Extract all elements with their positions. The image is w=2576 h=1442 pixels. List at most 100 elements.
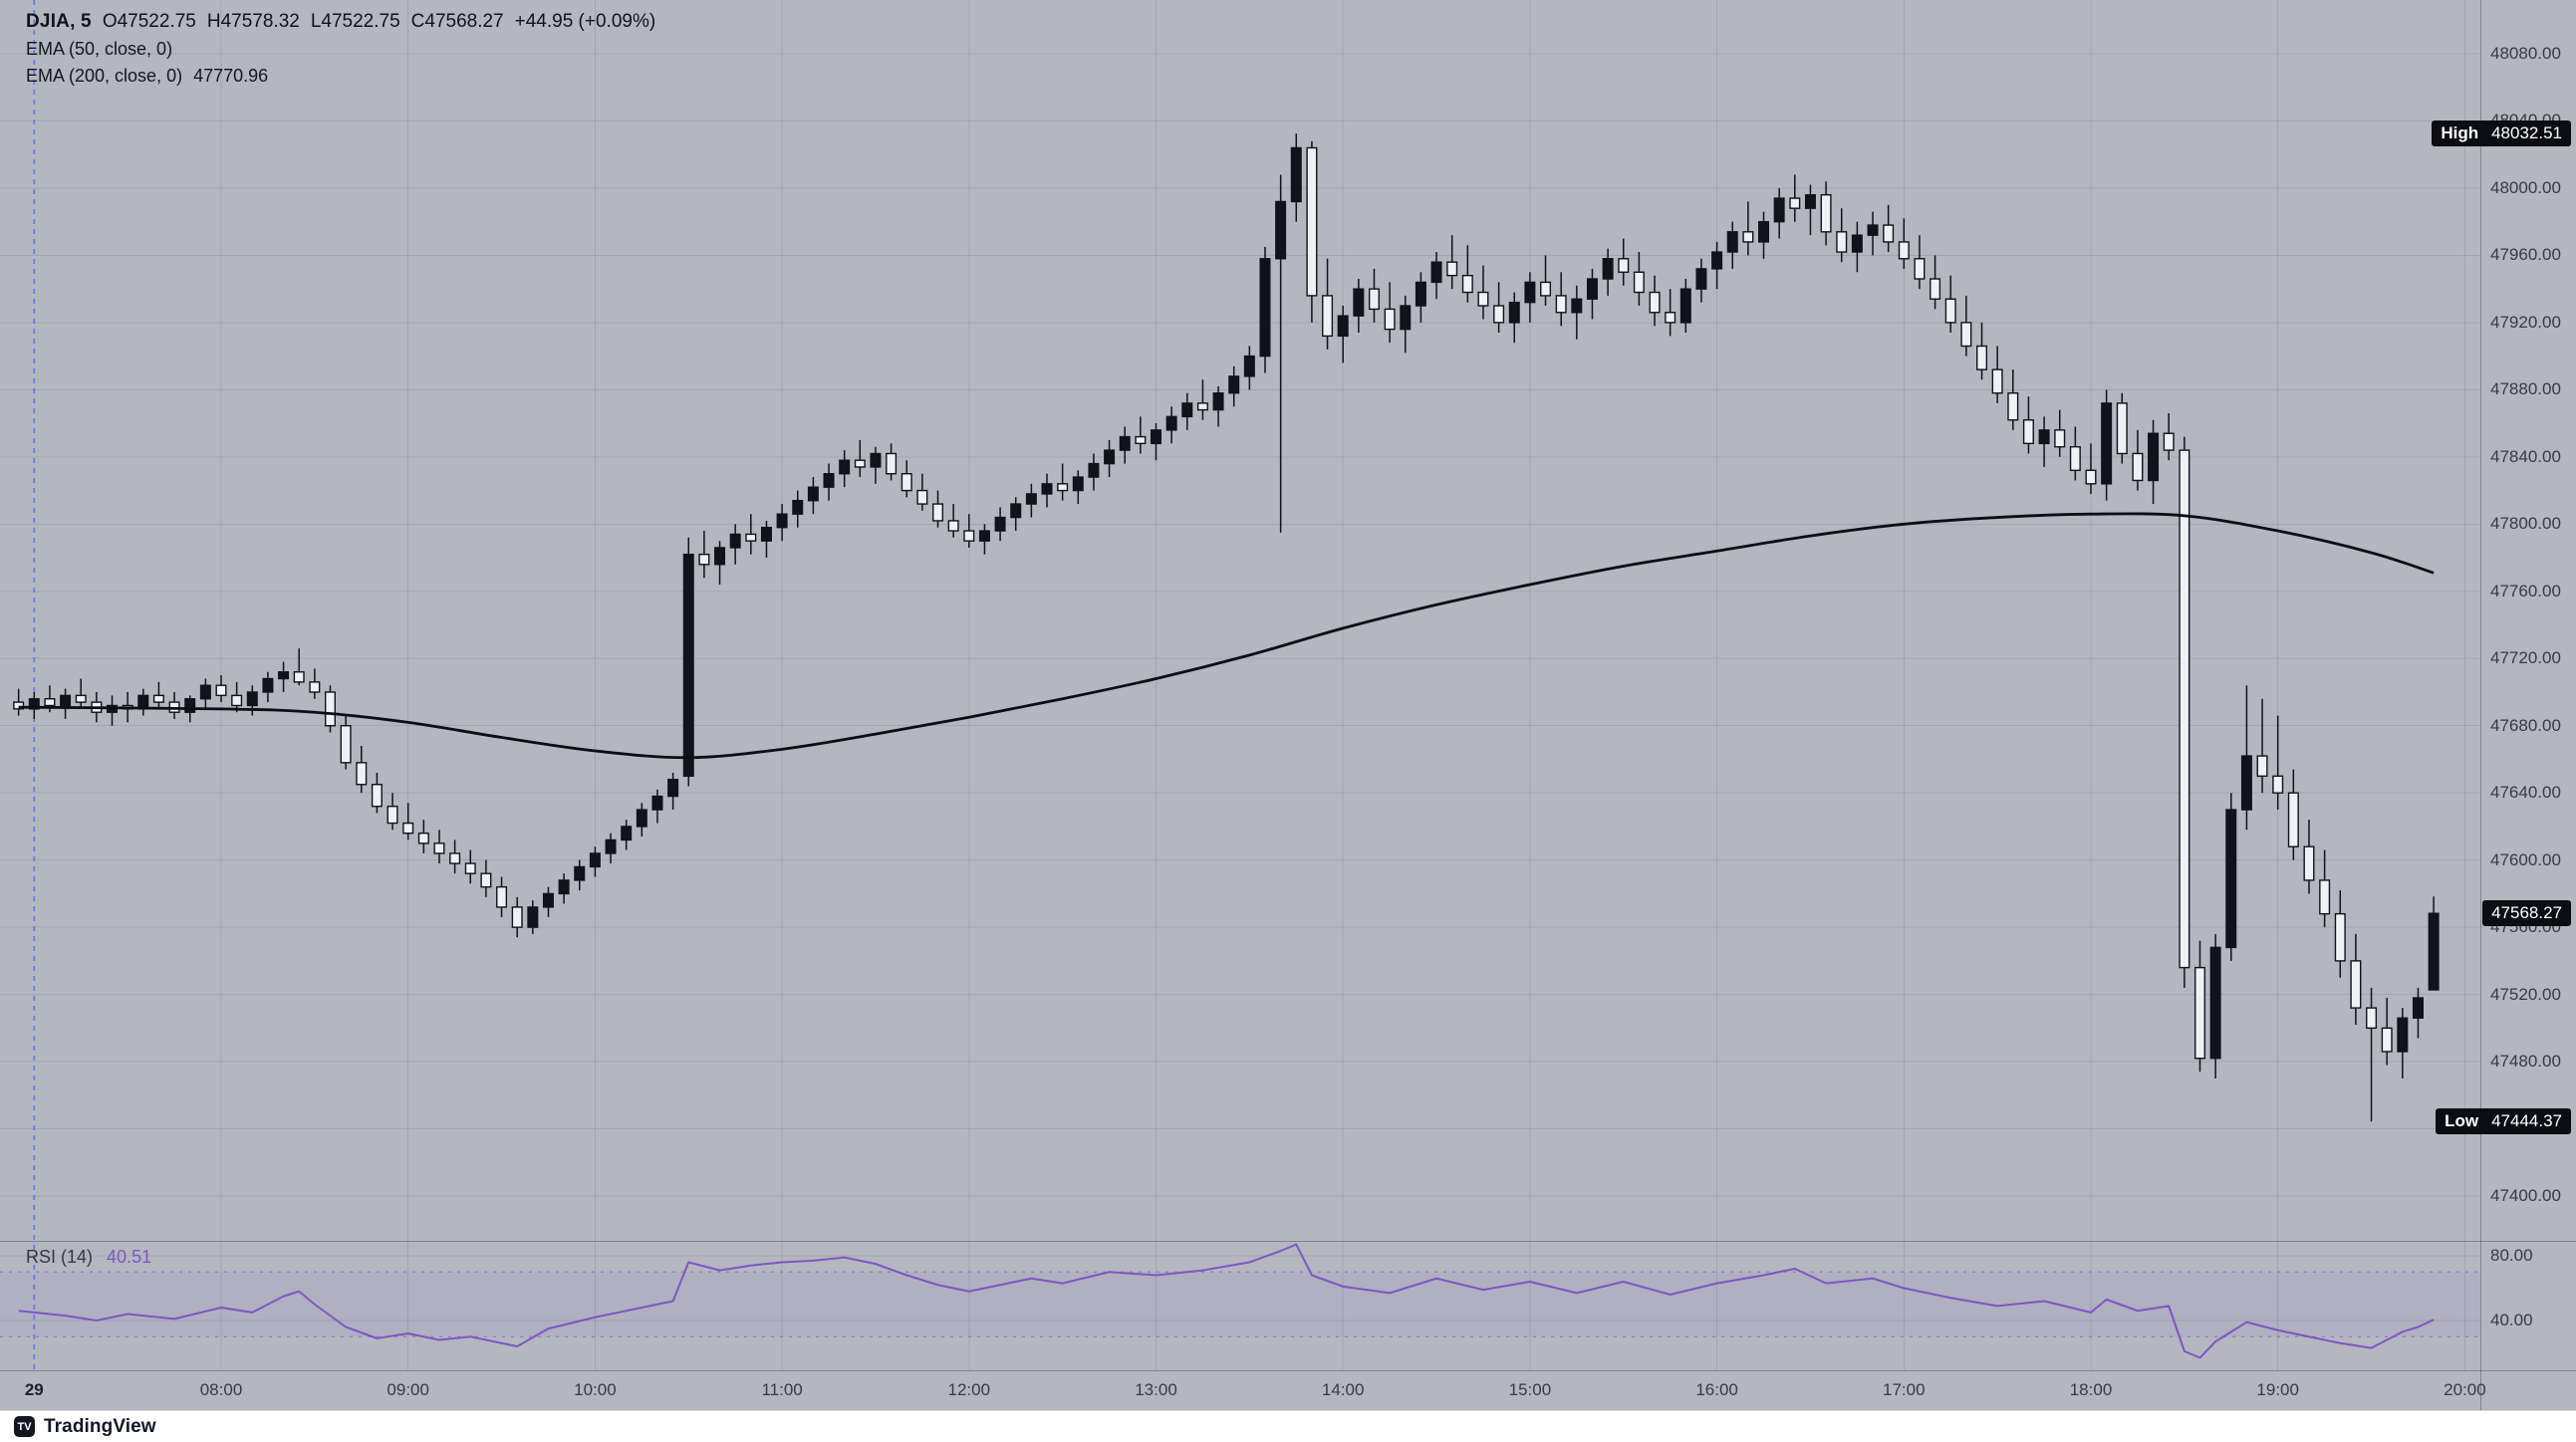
- candle: [1695, 268, 1707, 290]
- candle: [1898, 241, 1910, 260]
- time-tick-date: 29: [24, 1380, 44, 1399]
- bottom-bar: TV TradingView: [0, 1410, 2576, 1442]
- high-badge-value: 48032.51: [2491, 123, 2562, 143]
- candle: [1337, 315, 1349, 338]
- candle: [839, 459, 851, 475]
- candle: [2287, 792, 2299, 847]
- candle: [901, 473, 912, 492]
- ema50-label: EMA (50, close, 0): [26, 39, 173, 59]
- low-badge-label: Low: [2445, 1111, 2479, 1131]
- price-tick: 47680.00: [2490, 715, 2561, 735]
- candle: [636, 809, 647, 828]
- candle: [293, 671, 305, 683]
- candle: [1430, 261, 1442, 284]
- candle: [729, 533, 741, 549]
- candle: [2366, 1007, 2378, 1030]
- price-axis[interactable]: High 48032.51 47568.27 Low 47444.37 4808…: [2432, 0, 2576, 1410]
- candle: [1586, 278, 1598, 300]
- candle: [1493, 305, 1505, 324]
- candle: [464, 862, 476, 874]
- candle: [1275, 200, 1287, 260]
- candle: [1368, 288, 1380, 311]
- rsi-value: 40.51: [107, 1247, 152, 1267]
- candle: [184, 698, 196, 713]
- candle: [278, 671, 290, 680]
- candle: [1508, 301, 1520, 324]
- candle: [792, 499, 804, 515]
- candle: [1742, 231, 1754, 243]
- candle: [1930, 278, 1941, 300]
- candle: [1555, 295, 1567, 314]
- candle: [13, 701, 25, 710]
- time-tick: 15:00: [1508, 1380, 1552, 1399]
- candle: [916, 489, 928, 505]
- candle: [589, 852, 601, 868]
- candle: [542, 892, 554, 908]
- candle: [667, 778, 679, 798]
- time-tick: 13:00: [1135, 1380, 1177, 1399]
- candle: [2069, 446, 2081, 472]
- tradingview-logo[interactable]: TV TradingView: [14, 1416, 156, 1438]
- candle: [2022, 419, 2034, 445]
- candle: [75, 694, 87, 703]
- candle: [2319, 879, 2331, 915]
- candle: [2116, 402, 2128, 455]
- candle: [1679, 288, 1691, 324]
- candle: [1010, 503, 1022, 519]
- candle: [1820, 193, 1832, 233]
- open-value: O47522.75: [102, 11, 196, 32]
- candle: [1976, 345, 1988, 370]
- candle: [2085, 469, 2097, 485]
- candle: [682, 553, 694, 778]
- candle: [1259, 258, 1271, 358]
- price-tick: 47880.00: [2490, 379, 2561, 399]
- candle: [356, 762, 368, 786]
- candle: [1196, 402, 1208, 411]
- time-axis[interactable]: 29 08:00 09:00 10:00 11:00 12:00 13:00 14:00 15:…: [0, 1371, 2486, 1410]
- candle: [1711, 251, 1723, 270]
- time-tick: 17:00: [1883, 1380, 1926, 1399]
- candle: [1119, 435, 1131, 451]
- session-low-badge: Low 47444.37: [2436, 1108, 2571, 1135]
- rsi-tick: 40.00: [2490, 1311, 2533, 1329]
- candle: [714, 547, 726, 566]
- candle: [215, 684, 227, 697]
- candle: [340, 725, 352, 764]
- symbol-interval-label: DJIA, 5: [26, 11, 92, 32]
- price-tick: 47920.00: [2490, 312, 2561, 332]
- time-tick: 10:00: [574, 1380, 617, 1399]
- time-tick: 12:00: [947, 1380, 991, 1399]
- candle: [823, 473, 835, 488]
- candle: [1633, 271, 1645, 294]
- low-badge-value: 47444.37: [2491, 1111, 2562, 1131]
- candle: [231, 694, 243, 707]
- rsi-legend-row[interactable]: RSI (14) 40.51: [26, 1247, 151, 1268]
- ema50-legend-row[interactable]: EMA (50, close, 0): [26, 36, 655, 63]
- symbol-legend-row[interactable]: DJIA, 5 O47522.75 H47578.32 L47522.75 C4…: [26, 8, 655, 36]
- candle: [2209, 946, 2221, 1060]
- time-tick: 08:00: [199, 1380, 243, 1399]
- candle: [2428, 912, 2440, 991]
- candle: [1384, 308, 1396, 331]
- tradingview-wordmark: TradingView: [44, 1415, 156, 1437]
- price-tick: 48080.00: [2490, 44, 2561, 63]
- candle: [2381, 1027, 2393, 1053]
- candle: [1025, 493, 1037, 505]
- candle: [1602, 258, 1614, 280]
- rsi-line: [18, 1243, 2435, 1359]
- candle: [28, 698, 40, 710]
- candle: [978, 530, 990, 542]
- candle: [417, 832, 429, 844]
- last-price-badge: 47568.27: [2482, 900, 2571, 927]
- candle: [1477, 291, 1489, 307]
- candle: [324, 691, 336, 727]
- candle: [262, 677, 274, 693]
- candle: [309, 681, 321, 693]
- candle: [2101, 402, 2113, 485]
- time-tick: 14:00: [1321, 1380, 1365, 1399]
- candle: [1041, 483, 1053, 495]
- ema200-legend-row[interactable]: EMA (200, close, 0) 47770.96: [26, 63, 655, 90]
- candle: [480, 872, 492, 888]
- candle: [1618, 258, 1630, 273]
